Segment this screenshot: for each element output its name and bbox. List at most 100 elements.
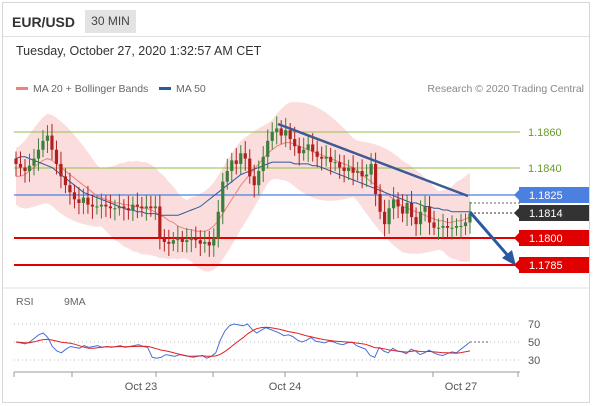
- symbol-title: EUR/USD: [12, 14, 76, 30]
- candle-body: [360, 171, 364, 177]
- candle-body: [131, 204, 135, 211]
- price-tag-pointer: [514, 260, 519, 270]
- candle-body: [203, 241, 207, 244]
- candle-body: [284, 130, 288, 136]
- candle-body: [306, 144, 310, 150]
- price-label-1.1840: 1.1840: [528, 163, 562, 175]
- price-tag-pointer: [514, 208, 519, 218]
- rsi-line: [15, 323, 471, 359]
- candle-body: [167, 241, 171, 244]
- candle-body: [409, 202, 414, 218]
- candle-body: [320, 156, 324, 159]
- candle-body: [436, 227, 441, 229]
- candle-body: [234, 160, 238, 164]
- candle-body: [302, 149, 306, 154]
- candle-body: [351, 167, 355, 173]
- candle-body: [27, 165, 32, 172]
- candle-body: [32, 158, 36, 166]
- candle-body: [311, 144, 315, 152]
- candle-body: [369, 163, 373, 175]
- price-tag-pointer: [514, 233, 519, 243]
- candle-body: [180, 238, 184, 242]
- candle-body: [126, 208, 130, 211]
- chart-frame: [2, 2, 590, 403]
- header-divider: [3, 36, 589, 37]
- forecast-arrow-shaft: [468, 211, 512, 259]
- price-tag-1.1814: [519, 205, 589, 221]
- candle-body: [189, 238, 193, 241]
- candle-body: [418, 211, 423, 225]
- candle-body: [324, 156, 328, 159]
- candle-body: [108, 206, 112, 209]
- candle-body: [252, 176, 256, 186]
- ma50-label: MA 50: [176, 83, 206, 95]
- legend-ma50: MA 50: [159, 83, 206, 95]
- candle-body: [185, 240, 189, 242]
- legend-ma20: MA 20 + Bollinger Bands: [16, 83, 148, 95]
- x-label-oct-24: Oct 24: [269, 381, 301, 393]
- candle-body: [230, 160, 234, 172]
- candle-body: [374, 163, 378, 195]
- candle-body: [72, 192, 77, 200]
- candle-body: [171, 240, 175, 244]
- candle-body: [212, 238, 216, 246]
- candle-body: [95, 206, 99, 208]
- candle-body: [463, 222, 468, 226]
- candle-body: [54, 149, 59, 164]
- candle-body: [450, 227, 454, 229]
- candle-body: [113, 208, 117, 210]
- ma20-label: MA 20 + Bollinger Bands: [33, 83, 149, 95]
- candle-body: [378, 194, 382, 212]
- timestamp: Tuesday, October 27, 2020 1:32:57 AM CET: [16, 44, 262, 58]
- candle-body: [77, 199, 81, 203]
- candle-body: [414, 217, 418, 225]
- ma20-swatch: [16, 86, 28, 90]
- candle-body: [144, 206, 148, 209]
- x-label-oct-23: Oct 23: [125, 381, 157, 393]
- rsi-9ma-line: [15, 326, 471, 357]
- candle-body: [400, 206, 405, 214]
- candle-body: [288, 130, 292, 140]
- candle-body: [329, 156, 333, 163]
- candle-body: [23, 167, 27, 172]
- price-label-1.1800: 1.1800: [529, 233, 563, 245]
- candle-body: [122, 206, 126, 209]
- candle-body: [221, 181, 225, 212]
- candle-body: [90, 204, 95, 207]
- candle-body: [41, 140, 45, 150]
- x-label-oct-27: Oct 27: [445, 381, 477, 393]
- candle-body: [104, 204, 108, 207]
- candle-body: [275, 128, 279, 132]
- candle-body: [266, 140, 270, 157]
- candle-body: [216, 211, 220, 239]
- candle-body: [176, 238, 180, 241]
- candle-body: [382, 211, 387, 225]
- candle-body: [135, 204, 139, 207]
- candle-body: [347, 167, 351, 172]
- timeframe-badge[interactable]: 30 MIN: [85, 10, 136, 33]
- candle-body: [293, 139, 297, 147]
- bollinger-band: [16, 102, 470, 272]
- candle-body: [396, 199, 400, 207]
- ma50-swatch: [159, 86, 171, 90]
- candle-body: [158, 206, 162, 239]
- research-credit: Research © 2020 Trading Central: [427, 83, 584, 95]
- price-label-1.1825: 1.1825: [529, 190, 563, 202]
- candle-body: [162, 238, 166, 242]
- candle-body: [50, 135, 54, 150]
- candle-body: [248, 158, 252, 177]
- candle-body: [140, 206, 144, 209]
- candle-body: [153, 206, 157, 209]
- price-label-1.1814: 1.1814: [529, 208, 563, 220]
- price-tag-pointer: [514, 190, 519, 200]
- forecast-arrow-head: [502, 250, 516, 266]
- rsi-label-50: 50: [528, 337, 540, 349]
- price-tag-1.1785: [519, 257, 589, 273]
- candle-body: [59, 163, 63, 177]
- candle-body: [81, 197, 86, 203]
- candle-body: [356, 171, 360, 173]
- candle-body: [225, 171, 229, 182]
- rsi-label: RSI: [16, 296, 34, 308]
- candle-body: [445, 225, 450, 228]
